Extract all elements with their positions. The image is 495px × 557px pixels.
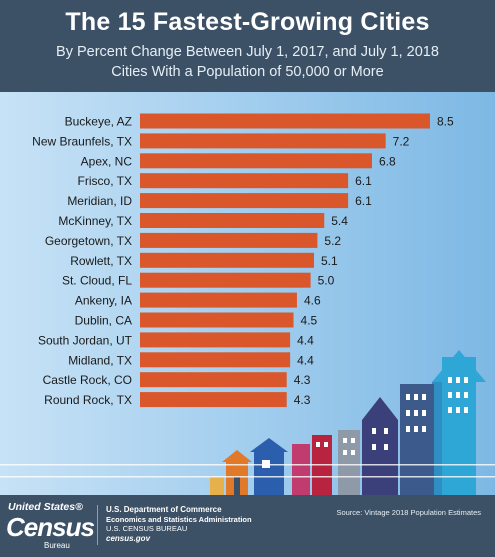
logo-bottom-text: Bureau [44, 541, 70, 550]
bar-chart: Buckeye, AZ 8.5 New Braunfels, TX 7.2 Apex, … [0, 113, 495, 495]
category-label: Castle Rock, CO [43, 373, 132, 387]
value-label: 4.3 [294, 393, 311, 407]
bar [140, 213, 325, 228]
bar [140, 133, 386, 149]
bar [140, 113, 430, 129]
category-label: Round Rock, TX [44, 393, 132, 407]
category-label: Meridian, ID [67, 194, 132, 208]
category-label: McKinney, TX [58, 214, 132, 228]
category-label: Ankeny, IA [75, 294, 132, 308]
bar [140, 272, 311, 288]
chart-subtitle: By Percent Change Between July 1, 2017, … [56, 44, 439, 60]
header: The 15 Fastest-Growing Cities By Percent… [0, 0, 495, 92]
value-label: 4.4 [297, 353, 314, 367]
bar [140, 372, 287, 388]
category-label: Frisco, TX [78, 174, 132, 188]
category-label: Rowlett, TX [70, 254, 132, 268]
value-label: 5.2 [324, 234, 341, 248]
bar [140, 392, 287, 408]
value-label: 5.0 [318, 274, 335, 288]
category-label: South Jordan, UT [38, 333, 133, 347]
logo-main-text: Census [6, 512, 95, 542]
footer-divider [97, 505, 98, 545]
bar [140, 193, 349, 209]
value-label: 4.5 [301, 314, 318, 328]
value-label: 4.4 [297, 333, 314, 347]
chart-subtitle-2: Cities With a Population of 50,000 or Mo… [111, 64, 384, 80]
agency-block: U.S. Department of Commerce Economics an… [106, 505, 252, 543]
bar [140, 312, 294, 328]
chart-area: Buckeye, AZ 8.5 New Braunfels, TX 7.2 Apex, … [0, 92, 495, 495]
category-label: New Braunfels, TX [32, 134, 132, 148]
value-label: 6.1 [355, 174, 372, 188]
category-label: Buckeye, AZ [65, 115, 132, 129]
bar [140, 332, 291, 348]
source-note: Source: Vintage 2018 Population Estimate… [336, 508, 481, 517]
bar [140, 352, 291, 368]
value-label: 6.1 [355, 194, 372, 208]
agency-line-1: U.S. Department of Commerce [106, 505, 222, 514]
value-label: 7.2 [393, 134, 410, 148]
skyline-illustration [0, 350, 495, 495]
bar [140, 173, 349, 189]
agency-line-3: U.S. CENSUS BUREAU [106, 524, 188, 533]
bar [140, 292, 297, 308]
footer: United States® Census Bureau U.S. Depart… [0, 495, 495, 557]
value-label: 4.6 [304, 294, 321, 308]
census-logo: United States® Census Bureau [6, 501, 95, 551]
category-label: Dublin, CA [75, 314, 132, 328]
value-label: 6.8 [379, 154, 396, 168]
value-label: 8.5 [437, 115, 454, 129]
logo-top-text: United States® [8, 501, 83, 513]
value-label: 5.1 [321, 254, 338, 268]
value-label: 5.4 [331, 214, 348, 228]
agency-line-2: Economics and Statistics Administration [106, 514, 252, 524]
bar [140, 252, 314, 268]
category-label: Midland, TX [68, 353, 132, 367]
value-label: 4.3 [294, 373, 311, 387]
category-label: Apex, NC [81, 154, 133, 168]
bar [140, 232, 318, 248]
bars: Buckeye, AZ 8.5 New Braunfels, TX 7.2 Apex, … [32, 113, 454, 408]
category-label: Georgetown, TX [45, 234, 132, 248]
bar [140, 153, 372, 169]
category-label: St. Cloud, FL [62, 274, 132, 288]
chart-title: The 15 Fastest-Growing Cities [65, 8, 430, 36]
agency-website: census.gov [106, 533, 151, 543]
